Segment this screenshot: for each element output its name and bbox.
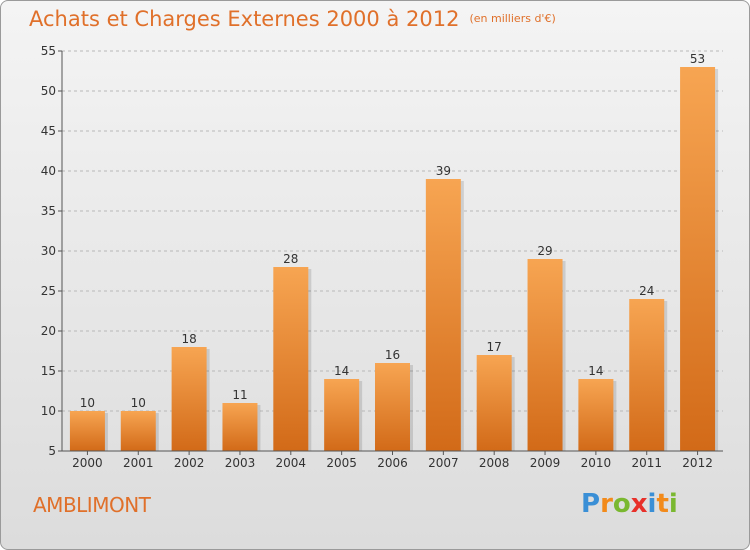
logo-letter: t	[656, 489, 669, 519]
chart-title-text: Achats et Charges Externes 2000 à 2012	[29, 7, 460, 31]
value-label: 14	[588, 364, 603, 378]
bar	[425, 179, 461, 451]
bar	[680, 67, 716, 451]
x-tick-label: 2002	[174, 456, 205, 470]
logo-letter: P	[581, 489, 601, 519]
logo-letter: i	[647, 489, 657, 519]
value-label: 16	[385, 348, 400, 362]
value-label: 53	[690, 52, 705, 66]
value-label: 17	[487, 340, 502, 354]
x-tick-label: 2008	[479, 456, 510, 470]
bar	[375, 363, 410, 451]
y-tick-label: 40	[41, 164, 56, 178]
y-tick-label: 5	[48, 444, 56, 458]
x-tick-label: 2006	[377, 456, 408, 470]
value-label: 14	[334, 364, 349, 378]
bar	[222, 403, 258, 451]
bar	[273, 267, 309, 451]
chart-title: Achats et Charges Externes 2000 à 2012 (e…	[29, 7, 556, 31]
bar	[120, 411, 156, 451]
y-tick-label: 55	[41, 44, 56, 58]
bar	[527, 259, 563, 451]
y-tick-label: 15	[41, 364, 56, 378]
value-label: 39	[436, 164, 451, 178]
bar	[476, 355, 512, 451]
x-tick-label: 2009	[530, 456, 561, 470]
logo-letter: o	[612, 489, 631, 519]
bar	[171, 347, 207, 451]
x-tick-label: 2011	[631, 456, 662, 470]
y-tick-label: 30	[41, 244, 56, 258]
commune-name: AMBLIMONT	[33, 493, 151, 517]
x-tick-label: 2012	[682, 456, 713, 470]
value-label: 24	[639, 284, 654, 298]
labels: 10 2000 10 2001 18 2002 11 2003 28 2004 14 2005 16 20…	[72, 52, 713, 470]
y-tick-label: 10	[41, 404, 56, 418]
value-label: 29	[537, 244, 552, 258]
y-tick-label: 20	[41, 324, 56, 338]
value-label: 10	[131, 396, 146, 410]
value-label: 28	[283, 252, 298, 266]
bars	[69, 67, 719, 451]
x-tick-label: 2010	[581, 456, 612, 470]
logo-letter: r	[600, 489, 613, 519]
bar	[578, 379, 614, 451]
logo-letter: x	[630, 489, 648, 519]
proxiti-logo: Proxiti	[581, 489, 678, 519]
x-tick-label: 2005	[326, 456, 357, 470]
y-tick-label: 35	[41, 204, 56, 218]
y-tick-label: 50	[41, 84, 56, 98]
value-label: 11	[232, 388, 247, 402]
axes: 5 10 15 20 25 30 35 40 45 50 55	[41, 44, 723, 458]
bar	[69, 411, 105, 451]
y-tick-label: 25	[41, 284, 56, 298]
chart-unit: (en milliers d'€)	[469, 12, 556, 25]
x-tick-label: 2007	[428, 456, 459, 470]
bar	[324, 379, 360, 451]
x-tick-label: 2003	[225, 456, 256, 470]
value-label: 18	[181, 332, 196, 346]
logo-letter: i	[668, 489, 678, 519]
bar	[629, 299, 665, 451]
x-tick-label: 2001	[123, 456, 154, 470]
y-tick-label: 45	[41, 124, 56, 138]
x-tick-label: 2004	[276, 456, 307, 470]
x-tick-label: 2000	[72, 456, 103, 470]
value-label: 10	[80, 396, 95, 410]
